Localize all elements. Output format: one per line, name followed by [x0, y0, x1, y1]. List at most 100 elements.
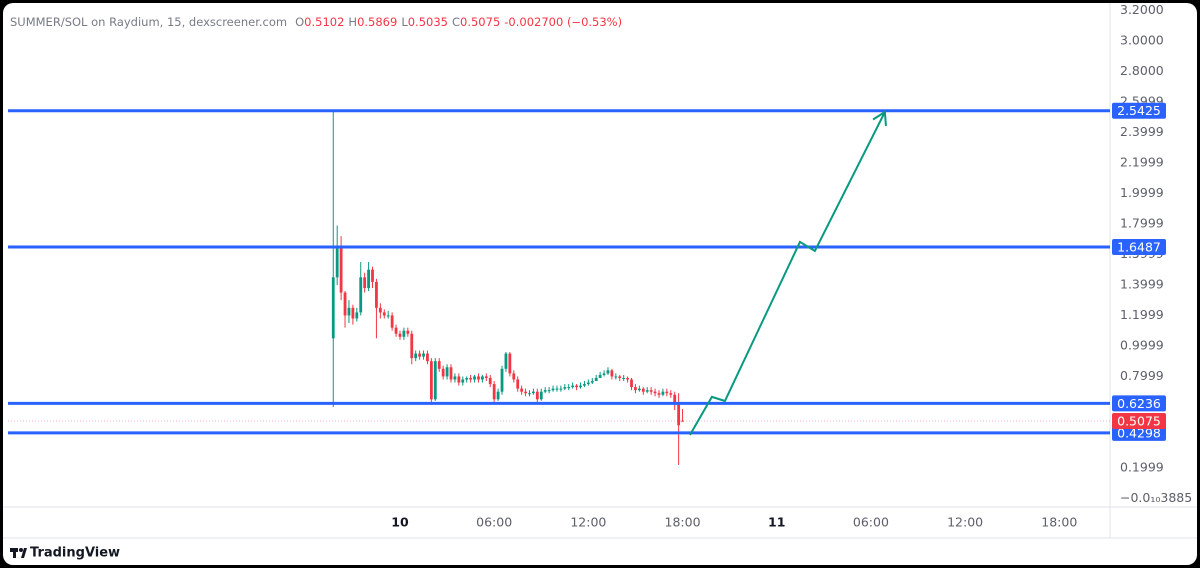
candle-body — [669, 393, 673, 395]
y-tick-label: 2.3999 — [1120, 124, 1164, 139]
candle-body — [579, 385, 582, 388]
candle-body — [661, 391, 665, 395]
candle-body — [677, 403, 681, 426]
candle-body — [606, 370, 610, 374]
candle-body — [406, 330, 410, 334]
candle-body — [355, 312, 359, 319]
x-tick-label: 18:00 — [665, 515, 701, 530]
candle-body — [516, 379, 520, 389]
y-tick-label: 2.1999 — [1120, 154, 1164, 169]
candle-body — [492, 384, 496, 400]
y-tick-label: −0.0₁₀3885 — [1120, 490, 1192, 505]
candle-body — [524, 391, 527, 394]
candle-body — [602, 373, 606, 375]
x-tick-label: 12:00 — [947, 515, 983, 530]
candle-body — [453, 376, 457, 380]
candle-body — [437, 361, 441, 369]
level-label: 0.4298 — [1117, 425, 1161, 440]
last-price-label: 0.5075 — [1117, 414, 1161, 429]
candle-body — [590, 381, 594, 383]
ohlc-letter: C — [452, 15, 460, 29]
y-tick-label: 1.9999 — [1120, 185, 1164, 200]
candle-body — [331, 277, 335, 339]
y-tick-label: 0.9999 — [1120, 337, 1164, 352]
candle-body — [429, 361, 433, 400]
y-tick-label: 0.1999 — [1120, 459, 1164, 474]
candle-body — [618, 376, 622, 378]
projection-arrowhead — [872, 110, 887, 127]
y-tick-label: 0.7999 — [1120, 368, 1164, 383]
x-tick-label: 06:00 — [853, 515, 889, 530]
candle-body — [583, 384, 586, 386]
candle-body — [375, 281, 378, 308]
y-tick-label: 1.7999 — [1120, 215, 1164, 230]
candle-body — [673, 394, 677, 404]
x-tick-label: 11 — [768, 515, 785, 530]
ohlc-value: 0.5869 — [357, 15, 397, 29]
candle-body — [359, 277, 363, 313]
candle-body — [543, 390, 547, 392]
candle-body — [653, 391, 657, 394]
level-label-box — [1112, 102, 1166, 119]
projection-path — [689, 111, 886, 436]
y-tick-label: 3.2000 — [1120, 2, 1164, 17]
candle-body — [508, 353, 512, 374]
candle-body — [634, 387, 637, 391]
candle-body — [418, 353, 422, 357]
level-label: 1.6487 — [1117, 240, 1161, 255]
candle-body — [555, 388, 559, 390]
candle-body — [586, 382, 590, 385]
candle-body — [347, 307, 351, 316]
candle-body — [563, 387, 567, 389]
candle-body — [335, 246, 339, 278]
change: -0.002700 (−0.53%) — [504, 15, 622, 29]
candle-body — [547, 390, 551, 392]
candle-body — [398, 333, 402, 337]
candle-body — [500, 368, 504, 392]
x-tick-label: 18:00 — [1041, 515, 1077, 530]
y-tick-label: 1.3999 — [1120, 276, 1164, 291]
candle-body — [457, 376, 461, 383]
candle-body — [649, 390, 653, 392]
candle-body — [441, 368, 445, 377]
candle-body — [394, 327, 398, 334]
candle-body — [626, 377, 630, 380]
candle-body — [535, 391, 539, 400]
candle-body — [571, 385, 575, 388]
candle-body — [614, 376, 618, 378]
candle-body — [567, 387, 571, 389]
candle-body — [504, 353, 508, 369]
candle-body — [496, 391, 500, 400]
candle-body — [645, 390, 649, 392]
candle-body — [528, 393, 531, 395]
brand-logo — [10, 548, 27, 558]
candle-body — [512, 373, 516, 380]
candle-body — [339, 246, 343, 293]
candle-body — [681, 420, 684, 422]
ohlc-value: 0.5102 — [304, 15, 344, 29]
y-tick-label: 3.0000 — [1120, 32, 1164, 47]
candle-body — [386, 315, 390, 317]
candle-body — [484, 376, 488, 378]
candle-body — [382, 312, 386, 316]
panel — [3, 3, 1197, 565]
level-label: 0.6236 — [1117, 396, 1161, 411]
candle-body — [477, 376, 480, 380]
ohlc-letter: L — [401, 15, 408, 29]
candle-body — [469, 377, 473, 380]
candle-body — [641, 388, 645, 392]
candle-body — [594, 377, 598, 382]
candle-body — [539, 391, 543, 400]
level-label-box — [1112, 395, 1166, 412]
candle-body — [657, 393, 661, 395]
candle-body — [630, 379, 633, 388]
candle-body — [598, 374, 602, 378]
candle-body — [559, 388, 563, 390]
candle-body — [426, 353, 429, 362]
candle-body — [520, 388, 524, 392]
candle-body — [371, 269, 374, 282]
ohlc-value: 0.5075 — [460, 15, 500, 29]
candle-body — [433, 361, 437, 400]
candle-body — [532, 391, 535, 394]
